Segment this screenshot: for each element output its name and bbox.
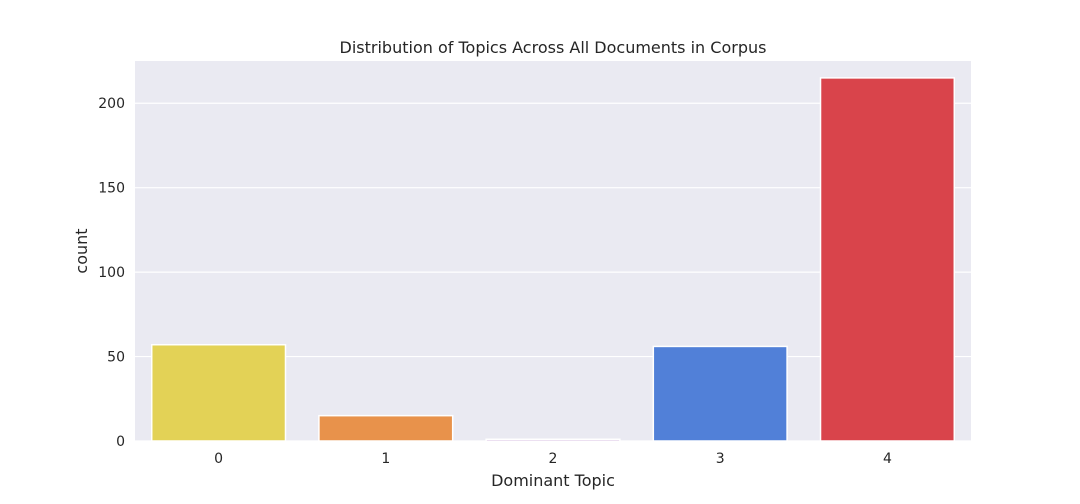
y-tick-label: 150: [98, 181, 125, 197]
bar-topic-4: [819, 77, 956, 442]
x-axis-ticks: 0 1 2 3 4: [214, 451, 892, 467]
x-axis-label: Dominant Topic: [491, 471, 615, 490]
x-tick-label: 4: [883, 451, 892, 467]
x-tick-label: 2: [549, 451, 558, 467]
y-tick-label: 200: [98, 96, 125, 112]
chart-title: Distribution of Topics Across All Docume…: [340, 38, 767, 57]
y-tick-label: 0: [116, 434, 125, 450]
bar-topic-1: [318, 414, 454, 442]
bar-topic-3: [652, 345, 788, 442]
x-tick-label: 1: [381, 451, 390, 467]
bar-topic-0: [150, 343, 287, 442]
x-tick-label: 3: [716, 451, 725, 467]
y-tick-label: 100: [98, 265, 125, 281]
y-axis-ticks: 0 50 100 150 200: [98, 96, 125, 450]
bars: [150, 77, 956, 442]
y-tick-label: 50: [107, 350, 125, 366]
x-tick-label: 0: [214, 451, 223, 467]
y-axis-label: count: [72, 228, 91, 273]
bar-topic-2: [485, 438, 621, 442]
